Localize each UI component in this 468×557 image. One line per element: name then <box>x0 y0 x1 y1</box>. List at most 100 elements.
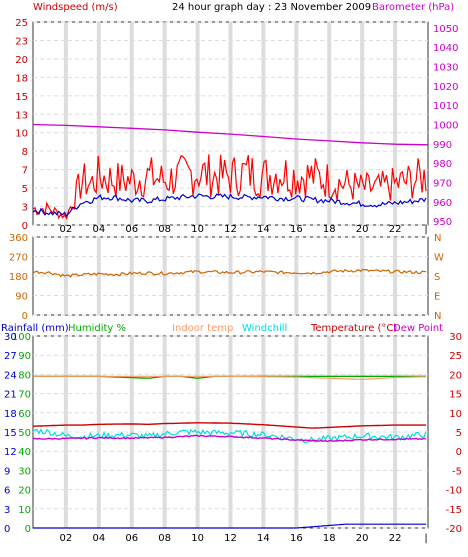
compass-tick-label: N <box>434 233 441 244</box>
humidity-tick-label: 40 <box>18 447 31 458</box>
temperature-tick-label: 0 <box>456 447 462 458</box>
direction-tick-label: 90 <box>15 292 28 303</box>
graph-title: 24 hour graph day : 23 November 2009 <box>172 2 371 13</box>
rainfall-tick-label: 21 <box>4 390 17 401</box>
windspeed-tick-label: 10 <box>15 129 28 140</box>
hour-tick-label: 18 <box>323 533 336 544</box>
rainfall-tick-label: 0 <box>4 524 10 535</box>
windspeed-axis-label: Windspeed (m/s) <box>33 2 118 13</box>
windspeed-tick-label: 3 <box>22 203 28 214</box>
temperature-tick-label: 30 <box>449 332 462 343</box>
temperature-tick-label: -20 <box>446 524 462 535</box>
compass-tick-label: W <box>434 253 444 264</box>
windspeed-gust-line <box>32 154 427 220</box>
end-tick-label: | <box>424 224 427 235</box>
rainfall-line <box>33 523 426 529</box>
temperature-tick-label: -10 <box>446 486 462 497</box>
windspeed-average-line <box>32 193 427 217</box>
legend-indoor-temp: Indoor temp <box>172 323 233 334</box>
windspeed-tick-label: 5 <box>22 184 28 195</box>
legend-temperature: Temperature (°C) <box>310 323 397 334</box>
windspeed-tick-label: 20 <box>15 55 28 66</box>
windspeed-tick-label: 23 <box>15 36 28 47</box>
barometer-tick-label: 1020 <box>433 82 458 93</box>
rainfall-tick-label: 30 <box>4 332 17 343</box>
indoor-temp-line <box>33 375 426 381</box>
windspeed-tick-label: 7 <box>22 166 28 177</box>
rainfall-tick-label: 12 <box>4 447 17 458</box>
legend-windchill: Windchill <box>242 323 287 334</box>
hour-tick-label: 08 <box>158 224 171 235</box>
wind-direction-line <box>32 268 427 278</box>
rainfall-tick-label: 6 <box>4 486 10 497</box>
end-tick-label: | <box>424 533 427 544</box>
hour-tick-label: 14 <box>257 533 270 544</box>
barometer-tick-label: 1030 <box>433 62 458 73</box>
chart-marks <box>32 123 429 529</box>
humidity-tick-label: 80 <box>18 370 31 381</box>
hour-tick-label: 04 <box>92 533 105 544</box>
barometer-line <box>32 123 429 146</box>
compass-tick-label: E <box>434 292 440 303</box>
barometer-tick-label: 990 <box>433 140 452 151</box>
temperature-tick-label: 15 <box>449 390 462 401</box>
temperature-tick-label: 20 <box>449 370 462 381</box>
windspeed-tick-label: 13 <box>15 110 28 121</box>
hour-tick-label: 06 <box>125 533 138 544</box>
barometer-tick-label: 1040 <box>433 43 458 54</box>
humidity-tick-label: 60 <box>18 409 31 420</box>
hour-tick-label: 22 <box>389 224 402 235</box>
hour-tick-label: 02 <box>60 533 73 544</box>
hour-tick-label: 22 <box>389 533 402 544</box>
humidity-tick-label: 100 <box>12 332 31 343</box>
humidity-tick-label: 50 <box>18 428 31 439</box>
rainfall-tick-label: 18 <box>4 409 17 420</box>
legend-rainfall: Rainfall (mm) <box>1 323 69 334</box>
barometer-tick-label: 950 <box>433 217 452 228</box>
windspeed-tick-label: 15 <box>15 92 28 103</box>
hour-tick-label: 20 <box>356 224 369 235</box>
temperature-tick-label: 25 <box>449 351 462 362</box>
compass-tick-label: S <box>434 272 440 283</box>
temperature-tick-label: 10 <box>449 409 462 420</box>
hour-tick-label: 10 <box>191 533 204 544</box>
humidity-tick-label: 10 <box>18 505 31 516</box>
rainfall-tick-label: 27 <box>4 351 17 362</box>
hour-tick-label: 04 <box>92 224 105 235</box>
temperature-tick-label: -5 <box>452 466 462 477</box>
windspeed-tick-label: 18 <box>15 73 28 84</box>
barometer-tick-label: 980 <box>433 159 452 170</box>
humidity-tick-label: 0 <box>25 524 31 535</box>
legend-humidity: Humidity % <box>68 323 126 334</box>
humidity-tick-label: 90 <box>18 351 31 362</box>
rainfall-tick-label: 9 <box>4 466 10 477</box>
hour-tick-label: 12 <box>224 533 237 544</box>
hour-tick-label: 08 <box>158 533 171 544</box>
direction-tick-label: 270 <box>9 253 28 264</box>
hour-tick-label: 18 <box>323 224 336 235</box>
temperature-line <box>33 422 426 429</box>
direction-tick-label: 0 <box>22 311 28 322</box>
barometer-tick-label: 1000 <box>433 120 458 131</box>
tick-labels: 0202040406060808101012121414161618182020… <box>4 18 462 544</box>
compass-tick-label: N <box>434 311 441 322</box>
dew-point-line <box>33 434 427 443</box>
rainfall-tick-label: 24 <box>4 370 17 381</box>
windspeed-tick-label: 0 <box>22 221 28 232</box>
hour-tick-label: 10 <box>191 224 204 235</box>
humidity-tick-label: 30 <box>18 466 31 477</box>
hour-tick-label: 20 <box>356 533 369 544</box>
barometer-tick-label: 960 <box>433 198 452 209</box>
rainfall-tick-label: 3 <box>4 505 10 516</box>
windspeed-tick-label: 8 <box>22 147 28 158</box>
direction-tick-label: 180 <box>9 272 28 283</box>
legend-dew-point: Dew Point <box>393 323 443 334</box>
hour-tick-label: 16 <box>290 224 303 235</box>
temperature-tick-label: 5 <box>456 428 462 439</box>
hour-tick-label: 12 <box>224 224 237 235</box>
hour-tick-label: 16 <box>290 533 303 544</box>
hour-tick-label: 02 <box>60 224 73 235</box>
barometer-tick-label: 1010 <box>433 101 458 112</box>
barometer-tick-label: 1050 <box>433 24 458 35</box>
hour-tick-label: 06 <box>125 224 138 235</box>
